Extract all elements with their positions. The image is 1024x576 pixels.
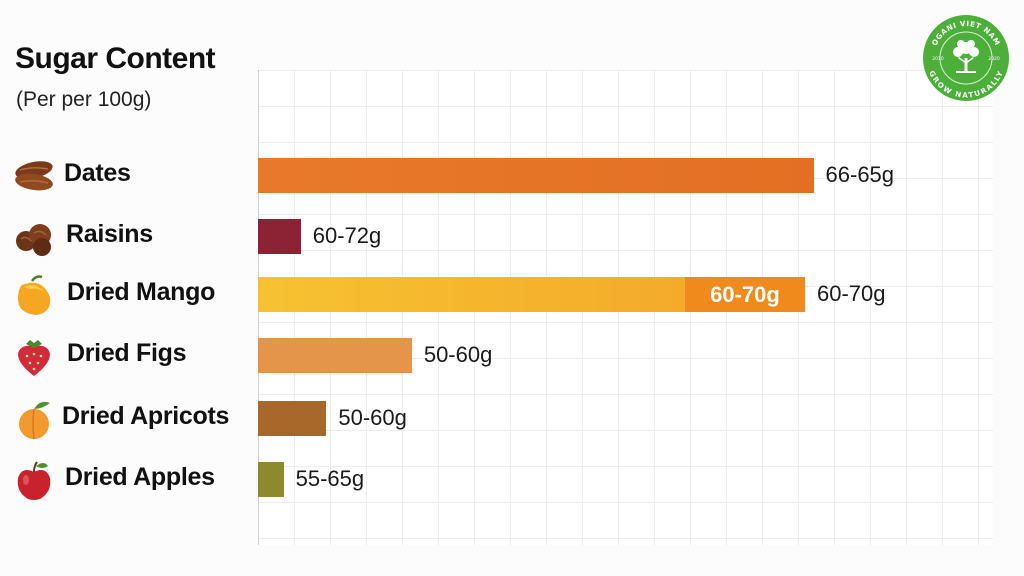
raisins-icon	[16, 224, 51, 256]
logo-left-year: 2010	[932, 56, 944, 62]
category-label: Dried Mango	[67, 278, 216, 306]
mango-icon	[18, 275, 51, 315]
apple-icon	[17, 461, 51, 500]
tree-icon	[953, 40, 979, 73]
category-label: Dried Figs	[67, 339, 187, 367]
value-label: 50-60g	[423, 342, 493, 367]
chart-subtitle: (Per per 100g)	[16, 88, 152, 111]
strawberry-icon	[18, 340, 50, 376]
value-label: 50-60g	[338, 405, 407, 430]
chart-title: Sugar Content	[15, 42, 216, 75]
category-label: Raisins	[66, 220, 153, 248]
inner-value-badge: 60-70g	[684, 277, 805, 312]
category-label: Dates	[64, 159, 131, 187]
apricot-icon	[19, 401, 50, 440]
value-label: 55-65g	[295, 466, 365, 491]
bar-dried-apricots	[258, 401, 327, 436]
bar-dried-apples	[258, 462, 284, 497]
value-label: 66-65g	[825, 162, 895, 187]
value-label: 60-70g	[816, 281, 886, 306]
bar-dried-figs	[258, 338, 412, 373]
category-label: Dried Apples	[65, 463, 215, 491]
brand-logo: OGANI VIET NAM GROW NATURALLY 2010 2020	[923, 15, 1009, 101]
bar-raisins	[258, 219, 301, 254]
logo-right-year: 2020	[988, 56, 1000, 62]
value-label: 60-72g	[312, 223, 382, 248]
bar-dates	[258, 158, 814, 193]
category-label: Dried Apricots	[62, 402, 230, 430]
dates-icon	[15, 161, 53, 191]
